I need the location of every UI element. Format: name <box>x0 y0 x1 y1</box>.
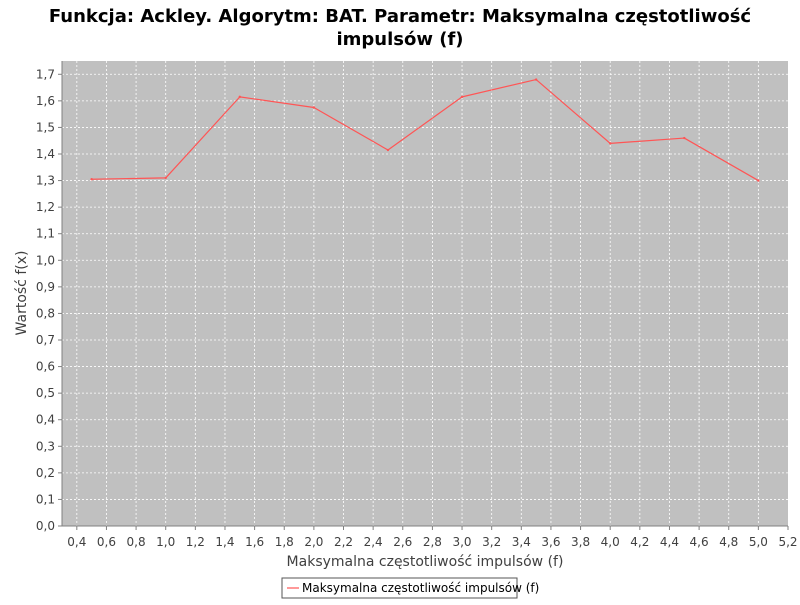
y-tick-label: 0,3 <box>36 439 55 453</box>
x-tick-label: 3,2 <box>482 535 501 549</box>
y-tick-label: 1,7 <box>36 67 55 81</box>
y-axis-title: Wartość f(x) <box>14 251 30 336</box>
x-tick-label: 4,2 <box>630 535 649 549</box>
x-tick-label: 2,0 <box>304 535 323 549</box>
x-tick-label: 3,6 <box>541 535 560 549</box>
x-tick-label: 1,4 <box>215 535 234 549</box>
data-point <box>683 136 686 140</box>
x-tick-label: 2,2 <box>334 535 353 549</box>
x-axis-title: Maksymalna częstotliwość impulsów (f) <box>287 554 564 570</box>
x-tick-label: 1,0 <box>156 535 175 549</box>
x-tick-label: 2,6 <box>393 535 412 549</box>
legend: Maksymalna częstotliwość impulsów (f) <box>281 577 539 599</box>
x-tick-label: 0,6 <box>97 535 116 549</box>
data-point <box>238 95 241 99</box>
legend-box <box>281 577 518 599</box>
chart-title-line-1: Funkcja: Ackley. Algorytm: BAT. Parametr… <box>49 6 752 27</box>
data-point <box>609 142 612 145</box>
x-tick-label: 3,8 <box>571 535 590 549</box>
data-point <box>164 176 167 180</box>
x-tick-label: 3,0 <box>452 535 471 549</box>
x-tick-label: 4,8 <box>719 535 738 549</box>
data-point <box>90 178 93 181</box>
y-tick-label: 0,7 <box>36 333 55 347</box>
y-tick-label: 1,0 <box>36 253 55 267</box>
y-tick-label: 0,6 <box>36 360 55 374</box>
y-tick-label: 0,9 <box>36 280 55 294</box>
y-tick-label: 1,2 <box>36 200 55 214</box>
x-tick-label: 1,6 <box>245 535 264 549</box>
x-tick-label: 2,8 <box>423 535 442 549</box>
y-tick-label: 1,5 <box>36 120 55 134</box>
y-tick-label: 0,5 <box>36 386 55 400</box>
x-tick-label: 0,8 <box>127 535 146 549</box>
legend-label: Maksymalna częstotliwość impulsów (f) <box>302 581 539 595</box>
y-tick-label: 0,2 <box>36 466 55 480</box>
series-line <box>91 78 759 182</box>
data-point <box>312 106 316 109</box>
y-tick-label: 1,6 <box>36 94 55 108</box>
y-tick-label: 0,0 <box>36 519 55 533</box>
y-tick-label: 1,1 <box>36 227 55 241</box>
y-tick-label: 0,8 <box>36 306 55 320</box>
data-point <box>534 78 538 81</box>
chart-title-line-2: impulsów (f) <box>336 29 463 50</box>
x-tick-label: 2,4 <box>364 535 383 549</box>
x-tick-label: 5,0 <box>749 535 768 549</box>
data-point <box>460 95 464 99</box>
x-tick-label: 1,8 <box>275 535 294 549</box>
data-point <box>386 148 390 152</box>
x-tick-label: 0,4 <box>67 535 86 549</box>
x-tick-label: 1,2 <box>186 535 205 549</box>
y-tick-label: 0,4 <box>36 413 55 427</box>
x-tick-label: 5,2 <box>778 535 797 549</box>
data-point <box>757 179 760 182</box>
x-axis: 0,4 0,6 0,8 1,0 1,2 1,4 1,6 1,8 2,0 2,2 2,4 2,6 2,8 3… <box>62 525 798 549</box>
y-tick-label: 1,3 <box>36 174 55 188</box>
plot-area <box>62 61 788 526</box>
x-tick-label: 4,6 <box>690 535 709 549</box>
grid-lines <box>62 61 788 526</box>
series-layer <box>90 78 760 182</box>
x-tick-label: 3,4 <box>512 535 531 549</box>
y-tick-label: 0,1 <box>36 492 55 506</box>
x-tick-label: 4,0 <box>601 535 620 549</box>
y-axis: 0,0 0,1 0,2 0,3 0,4 0,5 0,6 0,7 0,8 0,9 1,0 1,1 1,2 1… <box>36 61 63 533</box>
y-tick-label: 1,4 <box>36 147 55 161</box>
x-tick-label: 4,4 <box>660 535 679 549</box>
